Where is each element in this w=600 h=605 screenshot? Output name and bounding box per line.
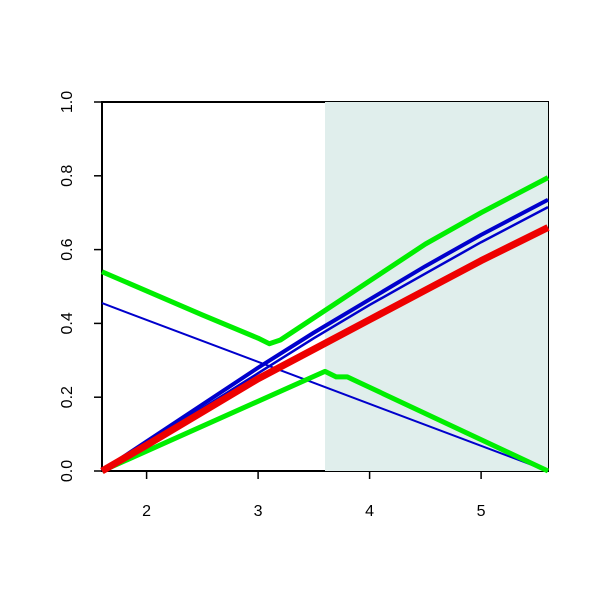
x-tick-label: 3 [254, 503, 263, 520]
y-tick-label: 0.6 [59, 238, 76, 260]
y-tick-label: 1.0 [59, 91, 76, 113]
y-tick-label: 0.8 [59, 165, 76, 187]
x-tick-label: 5 [477, 503, 486, 520]
series-line [101, 175, 550, 347]
y-tick-label: 0.4 [59, 312, 76, 334]
series-line [100, 198, 549, 473]
series-line [100, 368, 550, 474]
series-line [100, 224, 550, 475]
x-tick-label: 4 [365, 503, 374, 520]
y-tick-label: 0.2 [59, 386, 76, 408]
series-line [101, 302, 549, 472]
x-tick-label: 2 [142, 503, 151, 520]
y-tick-label: 0.0 [59, 460, 76, 482]
